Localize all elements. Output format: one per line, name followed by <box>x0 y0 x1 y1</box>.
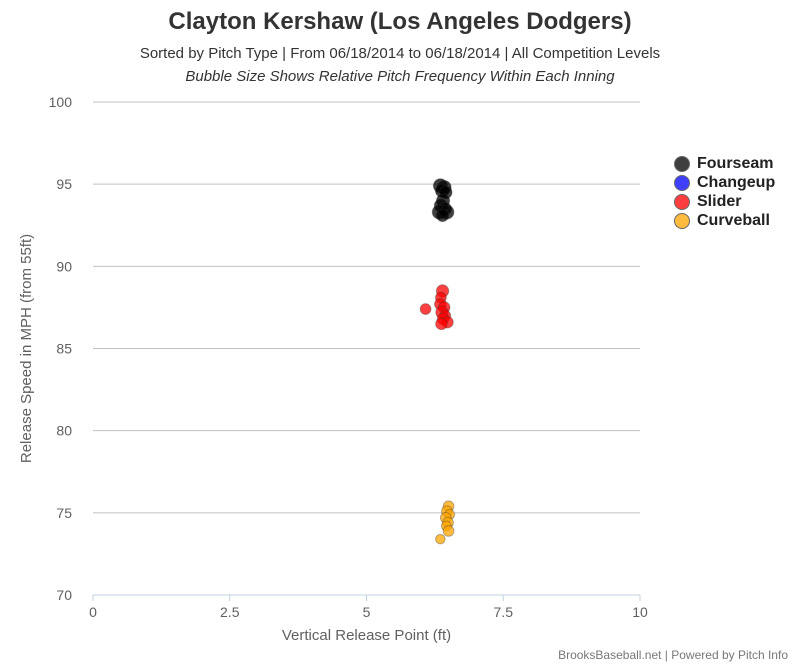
credits[interactable]: BrooksBaseball.net | Powered by Pitch In… <box>558 648 788 662</box>
legend-marker-curveball <box>674 212 690 229</box>
x-axis-title: Vertical Release Point (ft) <box>282 627 451 644</box>
legend-item-fourseam[interactable]: Fourseam <box>674 154 775 173</box>
x-tick-label: 7.5 <box>494 604 514 620</box>
chart-subtitle: Sorted by Pitch Type | From 06/18/2014 t… <box>139 45 661 62</box>
y-tick-label: 90 <box>56 258 72 274</box>
legend-marker-fourseam <box>674 155 690 172</box>
legend-label-slider: Slider <box>697 192 742 210</box>
x-tick-label: 5 <box>363 604 371 620</box>
x-tick-label: 10 <box>632 604 648 620</box>
chart-title: Clayton Kershaw (Los Angeles Dodgers) <box>168 8 632 35</box>
y-axis-title: Release Speed in MPH (from 55ft) <box>18 234 35 463</box>
y-tick-label: 80 <box>56 423 72 439</box>
chart-subtitle-note: Bubble Size Shows Relative Pitch Frequen… <box>185 68 615 85</box>
curveball-point <box>442 525 455 537</box>
legend-label-curveball: Curveball <box>697 211 770 229</box>
legend-marker-slider <box>674 193 690 210</box>
legend-label-fourseam: Fourseam <box>697 154 774 172</box>
legend-label-changeup: Changeup <box>697 173 776 191</box>
slider-point <box>419 303 432 315</box>
x-tick-label: 2.5 <box>220 604 240 620</box>
y-tick-label: 70 <box>56 587 72 603</box>
legend-marker-changeup <box>674 174 690 191</box>
slider-point <box>435 317 448 331</box>
y-tick-label: 75 <box>56 505 72 521</box>
fourseam-point <box>435 208 450 223</box>
y-tick-label: 95 <box>56 176 72 192</box>
legend-item-slider[interactable]: Slider <box>674 192 775 211</box>
legend-item-changeup[interactable]: Changeup <box>674 173 775 192</box>
legend: Fourseam Changeup Slider Curveball <box>674 154 775 230</box>
x-tick-label: 0 <box>89 604 97 620</box>
curveball-point <box>435 533 446 545</box>
y-tick-label: 85 <box>56 341 72 357</box>
legend-item-curveball[interactable]: Curveball <box>674 211 775 230</box>
y-tick-label: 100 <box>49 94 73 110</box>
